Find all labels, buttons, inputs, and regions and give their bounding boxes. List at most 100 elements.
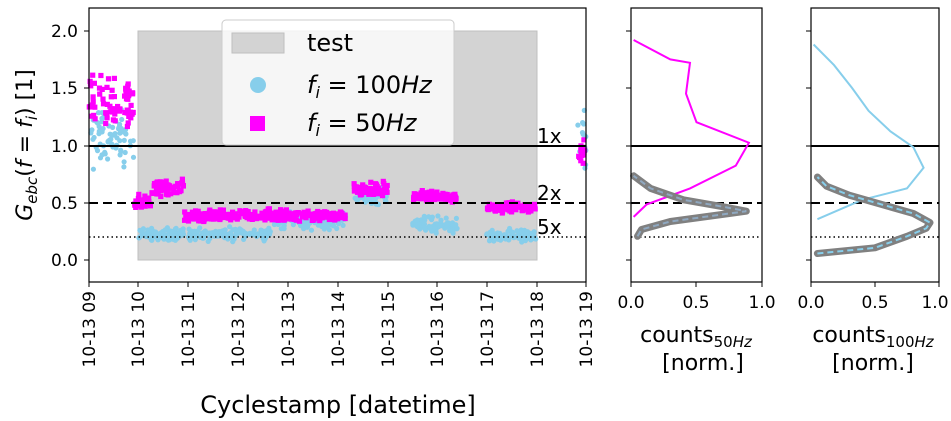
point-50hz bbox=[123, 87, 129, 93]
point-50hz bbox=[163, 191, 170, 197]
point-100hz bbox=[519, 239, 525, 245]
legend-marker-50hz bbox=[250, 116, 265, 131]
x-tick-label: 10-13 19 bbox=[577, 291, 597, 367]
point-50hz bbox=[328, 211, 334, 217]
point-100hz bbox=[136, 235, 142, 241]
point-50hz bbox=[198, 213, 204, 219]
point-100hz bbox=[281, 226, 287, 232]
point-50hz bbox=[262, 217, 268, 223]
point-50hz bbox=[97, 91, 103, 97]
legend-label-100hz: fi = 100Hz bbox=[307, 71, 433, 102]
point-50hz bbox=[103, 120, 109, 127]
point-50hz bbox=[142, 193, 148, 199]
hist-50hz-x-tick: 0.5 bbox=[682, 293, 709, 313]
point-100hz bbox=[437, 223, 443, 229]
point-50hz bbox=[203, 213, 209, 219]
y-axis: 0.0 0.5 1.0 1.5 2.0 bbox=[51, 22, 89, 271]
y-axis-label: Gebc(f = fi) [1] bbox=[13, 69, 41, 221]
point-50hz bbox=[269, 217, 275, 223]
point-50hz bbox=[316, 215, 322, 221]
point-100hz bbox=[186, 226, 192, 232]
point-50hz bbox=[130, 90, 136, 96]
point-50hz bbox=[366, 191, 372, 197]
point-50hz bbox=[158, 193, 164, 200]
point-50hz bbox=[382, 186, 388, 192]
point-100hz bbox=[99, 129, 105, 135]
point-100hz bbox=[102, 149, 108, 155]
point-100hz bbox=[187, 237, 193, 243]
point-100hz bbox=[514, 228, 520, 234]
point-50hz bbox=[166, 183, 172, 189]
point-100hz bbox=[421, 219, 427, 225]
point-100hz bbox=[227, 224, 233, 230]
x-tick-label: 10-13 16 bbox=[428, 291, 448, 367]
point-50hz bbox=[499, 209, 506, 215]
point-50hz bbox=[147, 201, 153, 207]
point-50hz bbox=[295, 210, 301, 216]
point-50hz bbox=[247, 212, 253, 218]
x-tick-label: 10-13 12 bbox=[229, 291, 249, 367]
point-50hz bbox=[531, 201, 537, 207]
point-50hz bbox=[214, 210, 220, 216]
point-50hz bbox=[243, 213, 249, 219]
hist-50hz-xlabel-line1: counts50Hz bbox=[640, 323, 753, 351]
point-50hz bbox=[314, 210, 320, 216]
point-100hz bbox=[447, 228, 453, 234]
point-50hz bbox=[411, 191, 417, 197]
point-50hz bbox=[124, 123, 130, 130]
point-100hz bbox=[190, 229, 197, 235]
point-50hz bbox=[126, 92, 132, 98]
point-100hz bbox=[195, 228, 201, 234]
point-50hz bbox=[296, 218, 303, 224]
point-50hz bbox=[362, 185, 368, 191]
point-50hz bbox=[175, 183, 181, 190]
point-100hz bbox=[265, 230, 271, 236]
point-50hz bbox=[168, 191, 174, 197]
point-50hz bbox=[155, 188, 161, 194]
point-100hz bbox=[114, 135, 120, 141]
point-100hz bbox=[453, 222, 459, 228]
point-50hz bbox=[580, 152, 587, 158]
hist-50hz-lines bbox=[630, 39, 751, 240]
point-50hz bbox=[182, 217, 188, 223]
point-50hz bbox=[126, 88, 132, 94]
point-100hz bbox=[435, 213, 441, 219]
point-100hz bbox=[118, 147, 124, 153]
point-50hz bbox=[500, 202, 506, 209]
point-50hz bbox=[90, 94, 96, 100]
point-50hz bbox=[368, 179, 374, 185]
x-tick-label: 10-13 14 bbox=[329, 291, 349, 367]
hist-50hz-fit-overlay bbox=[633, 174, 747, 237]
point-50hz bbox=[384, 189, 390, 195]
point-50hz bbox=[507, 203, 513, 209]
point-50hz bbox=[317, 218, 323, 224]
scatter-points bbox=[86, 72, 589, 245]
hist-100hz-count-line bbox=[812, 43, 925, 221]
point-100hz bbox=[210, 230, 216, 236]
point-50hz bbox=[273, 209, 279, 215]
point-50hz bbox=[105, 76, 112, 82]
point-50hz bbox=[178, 188, 184, 194]
point-100hz bbox=[354, 196, 360, 203]
point-100hz bbox=[155, 237, 161, 243]
point-50hz bbox=[205, 216, 211, 222]
point-50hz bbox=[357, 184, 364, 190]
y-tick-label: 1.0 bbox=[51, 137, 78, 157]
point-100hz bbox=[176, 230, 182, 236]
point-50hz bbox=[175, 181, 181, 187]
point-50hz bbox=[309, 211, 316, 217]
point-100hz bbox=[581, 121, 587, 127]
point-50hz bbox=[438, 196, 444, 202]
x-tick-label: 10-13 17 bbox=[478, 291, 498, 367]
point-50hz bbox=[220, 207, 226, 213]
point-50hz bbox=[309, 217, 315, 223]
point-50hz bbox=[305, 208, 311, 214]
point-50hz bbox=[111, 75, 117, 81]
point-50hz bbox=[292, 211, 298, 217]
point-50hz bbox=[221, 214, 227, 221]
point-50hz bbox=[419, 188, 425, 194]
point-50hz bbox=[133, 204, 139, 210]
point-100hz bbox=[433, 230, 439, 236]
point-50hz bbox=[185, 218, 192, 224]
point-50hz bbox=[373, 185, 379, 191]
